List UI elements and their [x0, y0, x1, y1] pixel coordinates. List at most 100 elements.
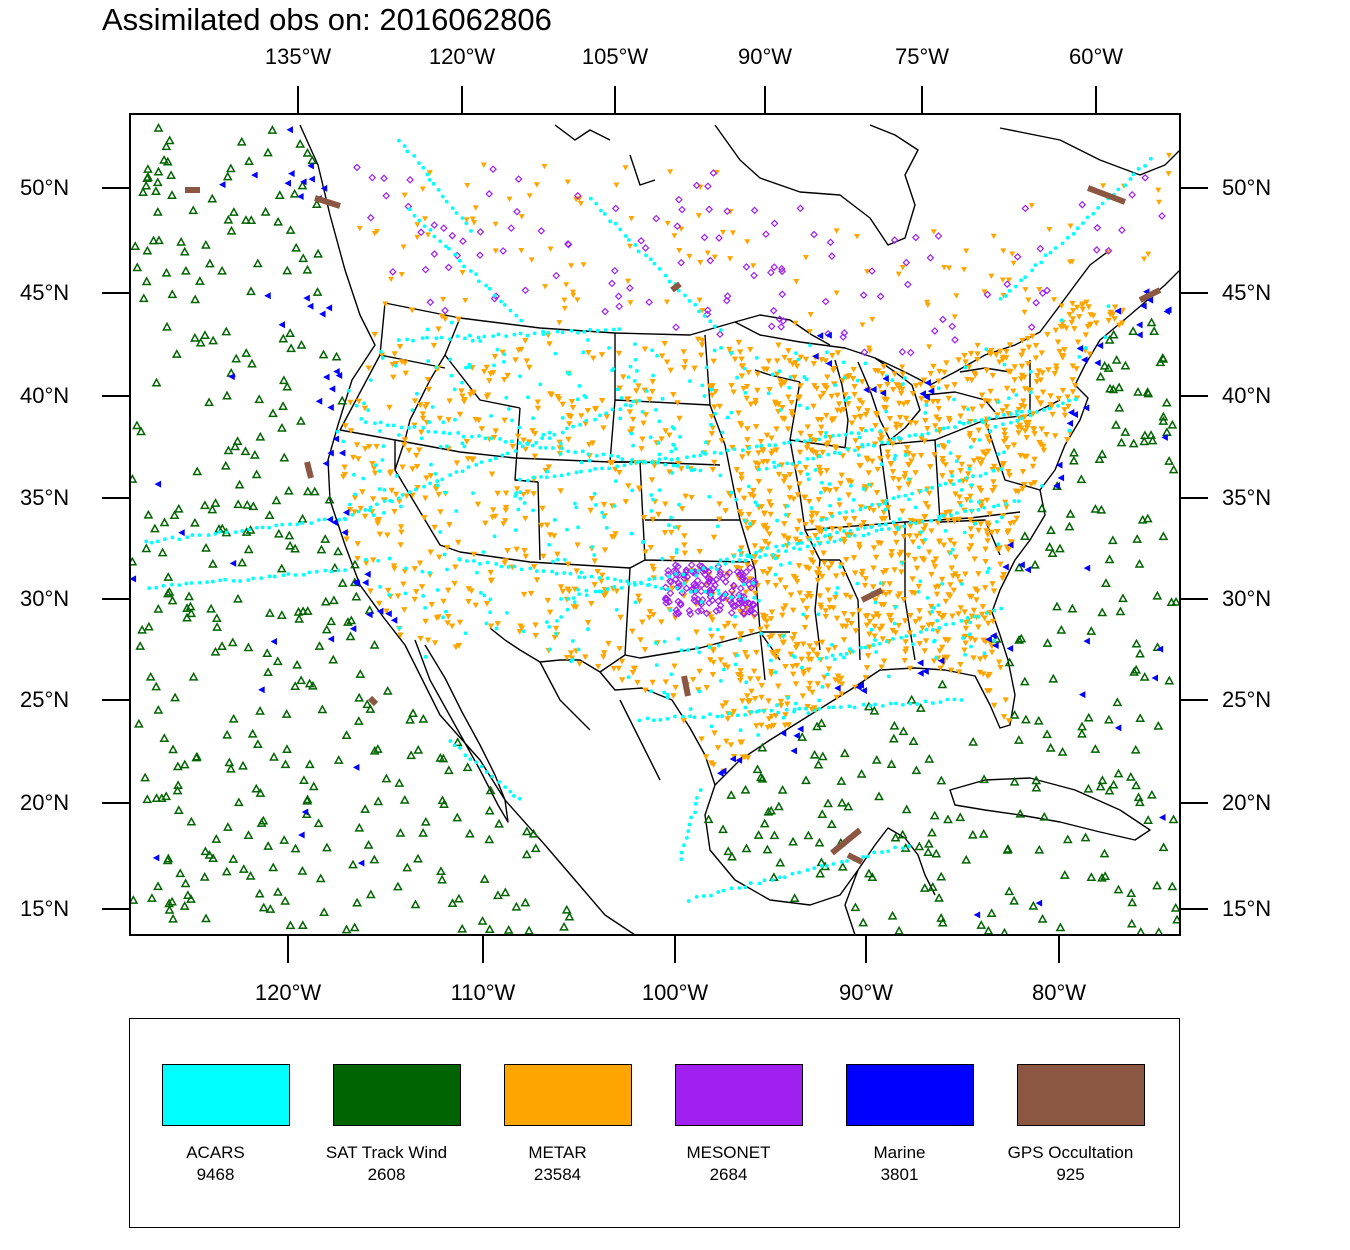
metar-marker: [502, 490, 510, 497]
sat-wind-marker: [1113, 884, 1124, 894]
sat-wind-marker: [228, 713, 239, 723]
metar-marker: [792, 681, 800, 688]
acars-marker: [677, 502, 681, 507]
metar-marker: [832, 573, 840, 580]
acars-marker: [874, 528, 879, 533]
sat-wind-marker: [887, 910, 898, 920]
acars-marker: [544, 620, 549, 624]
metar-marker: [618, 677, 626, 684]
sat-wind-marker: [1142, 513, 1153, 523]
acars-marker: [740, 448, 745, 453]
acars-marker: [870, 502, 875, 507]
metar-marker: [760, 459, 767, 466]
acars-marker: [675, 457, 680, 461]
metar-marker: [708, 431, 716, 437]
sat-wind-marker: [809, 749, 820, 759]
metar-marker: [1072, 383, 1079, 389]
acars-marker: [513, 494, 518, 499]
mesonet-marker: [601, 307, 609, 316]
sat-wind-marker: [936, 871, 947, 881]
metar-marker: [682, 493, 689, 500]
acars-marker: [830, 653, 835, 658]
metar-marker: [823, 442, 830, 449]
mesonet-marker: [485, 190, 494, 198]
sat-wind-marker: [161, 791, 172, 801]
acars-marker: [460, 380, 464, 385]
marine-marker: [178, 529, 185, 537]
metar-marker: [500, 521, 507, 527]
acars-marker: [782, 875, 787, 880]
metar-marker: [799, 693, 807, 700]
sat-wind-marker: [1090, 744, 1101, 753]
metar-marker: [880, 363, 888, 370]
metar-marker: [568, 263, 575, 269]
acars-marker: [223, 577, 228, 582]
metar-marker: [906, 630, 914, 637]
metar-marker: [1029, 463, 1037, 470]
metar-marker: [791, 631, 798, 638]
acars-marker: [398, 504, 403, 509]
acars-marker: [587, 458, 592, 463]
marine-marker: [990, 632, 997, 640]
sat-wind-marker: [1100, 871, 1111, 880]
metar-marker: [866, 644, 873, 651]
metar-marker: [954, 574, 962, 580]
mesonet-marker: [687, 561, 696, 569]
metar-marker: [526, 364, 533, 371]
sat-wind-marker: [276, 610, 287, 619]
metar-marker: [922, 500, 930, 507]
sat-wind-marker: [1094, 454, 1105, 464]
sat-wind-marker: [703, 814, 714, 824]
acars-marker: [577, 575, 582, 580]
metar-marker: [922, 523, 929, 530]
metar-marker: [750, 668, 758, 675]
acars-marker: [470, 434, 474, 439]
metar-marker: [862, 576, 869, 582]
acars-marker: [432, 234, 437, 239]
metar-marker: [1023, 435, 1030, 441]
metar-marker: [763, 432, 771, 439]
acars-marker: [915, 702, 920, 706]
acars-marker: [517, 425, 522, 430]
marine-marker: [1066, 419, 1074, 427]
acars-marker: [708, 627, 713, 632]
sat-wind-marker: [493, 890, 503, 900]
metar-marker: [467, 391, 474, 398]
sat-wind-marker: [1139, 672, 1150, 681]
sat-wind-marker: [816, 718, 827, 728]
metar-marker: [952, 491, 959, 498]
metar-marker: [529, 428, 536, 434]
metar-marker: [1006, 342, 1014, 348]
acars-marker: [485, 560, 490, 565]
acars-marker: [494, 626, 499, 631]
metar-marker: [1056, 348, 1063, 355]
acars-marker: [329, 569, 334, 574]
metar-marker: [646, 614, 653, 621]
metar-marker: [563, 282, 570, 288]
metar-marker: [751, 543, 759, 549]
metar-marker: [419, 411, 427, 418]
metar-marker: [858, 379, 866, 385]
metar-marker: [983, 528, 990, 535]
metar-marker: [897, 549, 905, 556]
acars-marker: [658, 718, 663, 722]
metar-marker: [752, 424, 760, 430]
sat-wind-marker: [753, 830, 764, 839]
acars-marker: [868, 703, 873, 708]
acars-marker: [667, 574, 672, 579]
metar-marker: [997, 348, 1004, 355]
metar-marker: [545, 464, 552, 471]
metar-marker: [886, 581, 893, 588]
metar-marker: [827, 511, 835, 518]
acars-marker: [893, 604, 898, 609]
acars-marker: [502, 352, 507, 357]
acars-marker: [716, 890, 721, 894]
acars-marker: [1075, 226, 1080, 231]
acars-marker: [497, 780, 502, 784]
metar-marker: [1076, 314, 1083, 320]
metar-marker: [818, 417, 825, 423]
metar-marker: [453, 460, 461, 467]
acars-marker: [713, 324, 717, 329]
metar-marker: [765, 541, 772, 548]
metar-marker: [582, 654, 589, 661]
